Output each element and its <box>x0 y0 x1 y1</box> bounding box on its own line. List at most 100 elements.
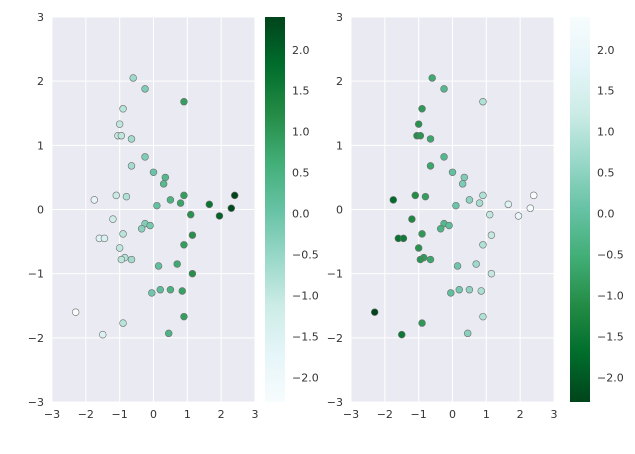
scatter-point <box>119 319 127 327</box>
scatter-point <box>166 286 175 294</box>
colorbar-tick-label: 0.0 <box>292 208 310 221</box>
y-tick-label: −2 <box>327 332 343 345</box>
scatter-point <box>479 312 487 321</box>
scatter-point <box>487 231 496 239</box>
y-tick-label: 2 <box>37 75 44 88</box>
scatter-point <box>418 319 426 327</box>
scatter-point <box>166 196 175 204</box>
scatter-point <box>159 180 168 188</box>
scatter-point <box>188 231 197 239</box>
x-tick-label: 1 <box>483 408 490 421</box>
colorbar-tick-label: −1.0 <box>597 290 624 303</box>
y-tick-label: 0 <box>37 204 44 217</box>
scatter-point <box>149 168 158 176</box>
scatter-point <box>529 191 538 200</box>
scatter-point <box>146 221 154 230</box>
scatter-point <box>486 210 494 219</box>
colorbar-tick-label: 0.5 <box>292 167 310 180</box>
scatter-point <box>411 191 419 200</box>
scatter-point <box>112 191 120 200</box>
scatter-point <box>479 191 487 200</box>
scatter-point <box>426 255 435 264</box>
scatter-point <box>215 212 224 220</box>
scatter-point <box>479 241 487 249</box>
scatter-point <box>370 308 379 316</box>
scatter-point <box>408 215 416 223</box>
colorbar-tick-label: 2.0 <box>292 44 310 57</box>
scatter-point <box>465 196 474 204</box>
colorbar-tick-label: −0.5 <box>292 249 319 262</box>
scatter-point <box>180 97 188 106</box>
colorbar-tick-label: −1.5 <box>292 330 319 343</box>
scatter-point <box>416 255 425 264</box>
scatter-point <box>153 201 161 210</box>
scatter-point <box>448 168 457 176</box>
scatter-point <box>148 289 156 297</box>
scatter-point <box>141 85 149 93</box>
scatter-point <box>436 225 445 233</box>
x-tick-label: 0 <box>449 408 456 421</box>
scatter-point <box>161 173 170 182</box>
colorbar <box>570 17 590 402</box>
scatter-point <box>440 153 448 161</box>
scatter-point <box>180 312 188 321</box>
scatter-point <box>479 97 487 106</box>
scatter-point <box>453 262 462 270</box>
scatter-point <box>178 287 186 295</box>
colorbar-tick-label: −2.0 <box>597 371 624 384</box>
scatter-point <box>504 200 513 209</box>
scatter-point <box>477 287 485 295</box>
scatter-point <box>187 210 195 219</box>
scatter-point <box>418 105 426 113</box>
x-tick-label: 3 <box>252 408 259 421</box>
x-tick-label: −2 <box>78 408 94 421</box>
scatter-point <box>426 135 435 143</box>
y-tick-label: 1 <box>37 139 44 152</box>
colorbar-tick-label: 0.0 <box>597 208 615 221</box>
scatter-point <box>117 255 126 264</box>
scatter-point <box>447 289 455 297</box>
scatter-point <box>119 105 127 113</box>
scatter-point <box>188 269 197 278</box>
scatter-point <box>127 135 136 143</box>
scatter-point <box>389 196 397 204</box>
scatter-point <box>455 286 463 294</box>
y-tick-label: −1 <box>28 268 44 281</box>
y-tick-label: 2 <box>336 75 343 88</box>
colorbar-tick-label: 2.0 <box>597 44 615 57</box>
y-tick-label: −3 <box>28 396 44 409</box>
x-tick-label: −2 <box>377 408 393 421</box>
scatter-point <box>231 191 239 200</box>
scatter-point <box>109 215 117 223</box>
scatter-point <box>421 192 430 201</box>
scatter-point <box>127 255 136 264</box>
scatter-point <box>514 212 523 220</box>
x-tick-label: 3 <box>551 408 558 421</box>
y-tick-label: 1 <box>336 139 343 152</box>
scatter-point <box>180 241 188 249</box>
scatter-point <box>414 120 423 128</box>
scatter-point <box>445 221 453 230</box>
scatter-point <box>418 230 426 238</box>
scatter-point <box>398 330 406 339</box>
left-scatter-panel: −3 −2 −1 0 1 2 3 −3 −2 −1 0 1 2 3 −2.0 −1.5 −1.0 −0.5 0.0 0… <box>28 11 319 421</box>
scatter-point <box>137 225 146 233</box>
scatter-point <box>71 308 80 316</box>
y-tick-label: −2 <box>28 332 44 345</box>
colorbar-tick-label: 0.5 <box>597 167 615 180</box>
x-tick-label: −3 <box>343 408 359 421</box>
scatter-point <box>487 269 496 278</box>
x-tick-label: −1 <box>112 408 128 421</box>
scatter-point <box>100 234 109 243</box>
colorbar-tick-label: −1.0 <box>292 290 319 303</box>
scatter-point <box>115 244 124 252</box>
scatter-point <box>180 191 188 200</box>
y-tick-label: −3 <box>327 396 343 409</box>
scatter-point <box>156 286 164 294</box>
y-tick-label: −1 <box>327 268 343 281</box>
colorbar-tick-label: 1.5 <box>597 85 615 98</box>
scatter-point <box>458 180 467 188</box>
scatter-point <box>428 74 436 82</box>
